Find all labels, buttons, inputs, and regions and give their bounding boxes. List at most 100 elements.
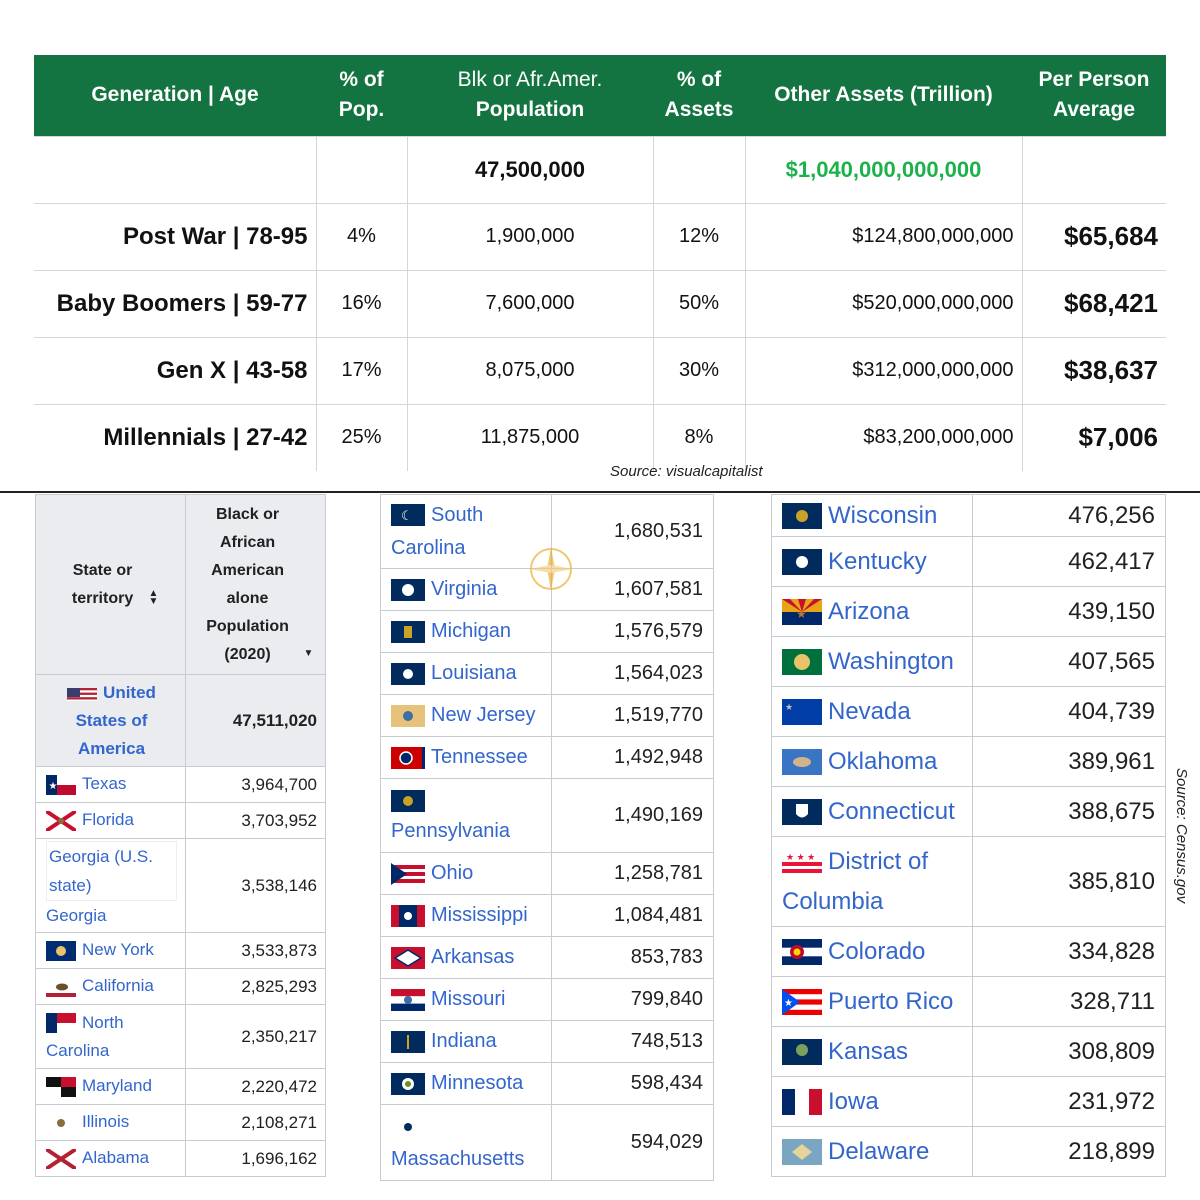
iowa-flag-icon bbox=[782, 1089, 822, 1116]
pct-pop-cell: 4% bbox=[315, 202, 407, 270]
totals-empty bbox=[1021, 135, 1166, 203]
table-row: ★ ★ ★ District of Columbia 385,810 bbox=[771, 836, 1166, 927]
state-link[interactable]: Minnesota bbox=[431, 1072, 524, 1094]
value-cell: 328,711 bbox=[972, 976, 1166, 1027]
state-link[interactable]: New Jersey bbox=[431, 704, 536, 726]
state-link[interactable]: Virginia bbox=[431, 578, 498, 600]
state-cell: ★ ★ ★ District of Columbia bbox=[771, 836, 973, 927]
state-link[interactable]: Florida bbox=[82, 810, 134, 830]
state-link[interactable]: Louisiana bbox=[431, 662, 517, 684]
state-link[interactable]: Arizona bbox=[828, 597, 910, 625]
state-link[interactable]: Texas bbox=[82, 774, 127, 794]
source-census: Source: Census.gov bbox=[1166, 768, 1196, 908]
state-link[interactable]: Pennsylvania bbox=[391, 819, 510, 842]
sort-both-icon[interactable]: ▲ ▼ bbox=[148, 588, 159, 608]
colorado-flag-icon bbox=[782, 939, 822, 966]
state-link[interactable]: Arkansas bbox=[431, 946, 515, 968]
header-assets: Other Assets (Trillion) bbox=[745, 55, 1022, 136]
california-flag-icon bbox=[46, 976, 76, 997]
state-link[interactable]: Kansas bbox=[828, 1037, 909, 1065]
state-cell: Kansas bbox=[771, 1026, 973, 1077]
state-link[interactable]: Missouri bbox=[431, 988, 506, 1010]
totals-assets: $1,040,000,000,000 bbox=[744, 135, 1022, 203]
state-link[interactable]: Mississippi bbox=[431, 904, 528, 926]
header-population-line1: Blk or Afr.Amer. bbox=[457, 68, 603, 92]
state-cell: North Carolina bbox=[35, 1004, 186, 1069]
table-row: ☾ South Carolina 1,680,531 bbox=[380, 494, 714, 569]
state-link[interactable]: Colorado bbox=[828, 937, 926, 965]
state-link[interactable]: New York bbox=[82, 940, 154, 960]
pennsylvania-flag-icon bbox=[391, 790, 425, 813]
kentucky-flag-icon bbox=[782, 549, 822, 576]
state-link[interactable]: Washington bbox=[828, 647, 954, 675]
state-link[interactable]: Illinois bbox=[82, 1112, 130, 1132]
puerto-rico-flag-icon: ★ bbox=[782, 989, 822, 1016]
state-link[interactable]: Georgia bbox=[46, 906, 107, 925]
value-cell: 439,150 bbox=[972, 586, 1166, 637]
value-cell: 2,350,217 bbox=[185, 1004, 326, 1069]
table-row: Baby Boomers | 59-77 16% 7,600,000 50% $… bbox=[34, 269, 1166, 337]
state-link[interactable]: Oklahoma bbox=[828, 747, 938, 775]
state-link[interactable]: Tennessee bbox=[431, 746, 528, 768]
header-state-or-territory[interactable]: State or territory ▲ ▼ bbox=[35, 494, 186, 675]
state-link[interactable]: Ohio bbox=[431, 862, 474, 884]
state-link[interactable]: Iowa bbox=[828, 1087, 879, 1115]
header-population-2020[interactable]: Black or African American alone Populati… bbox=[185, 494, 326, 675]
connecticut-flag-icon bbox=[782, 799, 822, 826]
state-link[interactable]: California bbox=[82, 976, 154, 996]
state-link[interactable]: Wisconsin bbox=[828, 501, 938, 529]
state-link[interactable]: Connecticut bbox=[828, 797, 955, 825]
header-pct-pop: % of Pop. bbox=[316, 55, 407, 136]
value-cell: 1,519,770 bbox=[551, 694, 714, 737]
table-row: Connecticut 388,675 bbox=[771, 786, 1166, 837]
state-link[interactable]: Maryland bbox=[82, 1076, 152, 1096]
state-link[interactable]: Michigan bbox=[431, 620, 512, 642]
state-cell: Illinois bbox=[35, 1104, 186, 1141]
value-cell: 3,538,146 bbox=[185, 838, 326, 933]
indiana-flag-icon bbox=[391, 1030, 425, 1053]
sort-down-icon[interactable]: ▼ bbox=[303, 648, 314, 660]
us-link[interactable]: United States of America bbox=[75, 682, 156, 758]
wisconsin-flag-icon bbox=[782, 503, 822, 530]
state-link[interactable]: South Carolina bbox=[391, 503, 484, 559]
value-cell: 334,828 bbox=[972, 926, 1166, 977]
state-link[interactable]: District of Columbia bbox=[782, 847, 929, 915]
north-carolina-flag-icon bbox=[46, 1013, 76, 1034]
michigan-flag-icon bbox=[391, 620, 425, 643]
table-row: Post War | 78-95 4% 1,900,000 12% $124,8… bbox=[34, 202, 1166, 270]
state-link[interactable]: Indiana bbox=[431, 1030, 497, 1052]
header-state-label: State or territory bbox=[71, 561, 134, 607]
us-value-cell: 47,511,020 bbox=[185, 674, 326, 767]
state-link[interactable]: Delaware bbox=[828, 1137, 930, 1165]
state-link[interactable]: North Carolina bbox=[46, 1012, 124, 1060]
state-link[interactable]: Alabama bbox=[82, 1148, 150, 1168]
louisiana-flag-icon bbox=[391, 662, 425, 685]
assets-cell: $312,000,000,000 bbox=[744, 336, 1022, 404]
assets-cell: $124,800,000,000 bbox=[744, 202, 1022, 270]
state-cell: Missouri bbox=[380, 978, 552, 1021]
table-row: Massachusetts 594,029 bbox=[380, 1104, 714, 1181]
table-row: Virginia 1,607,581 bbox=[380, 568, 714, 611]
table-row: California 2,825,293 bbox=[35, 968, 326, 1005]
value-cell: 799,840 bbox=[551, 978, 714, 1021]
table-row: Illinois 2,108,271 bbox=[35, 1104, 326, 1141]
nevada-flag-icon: ★ bbox=[782, 699, 822, 726]
generation-cell: Gen X | 43-58 bbox=[34, 336, 316, 404]
maryland-flag-icon bbox=[46, 1076, 76, 1097]
state-link[interactable]: Puerto Rico bbox=[828, 987, 954, 1015]
table-row: Minnesota 598,434 bbox=[380, 1062, 714, 1105]
mississippi-flag-icon bbox=[391, 904, 425, 927]
table-row: New York 3,533,873 bbox=[35, 932, 326, 969]
table-row: ★ Texas 3,964,700 bbox=[35, 766, 326, 803]
value-cell: 1,490,169 bbox=[551, 778, 714, 853]
state-link[interactable]: Kentucky bbox=[828, 547, 927, 575]
state-link[interactable]: Massachusetts bbox=[391, 1147, 525, 1170]
state-cell: Alabama bbox=[35, 1140, 186, 1177]
value-cell: 231,972 bbox=[972, 1076, 1166, 1127]
generation-assets-table: Generation | Age % of Pop. Blk or Afr.Am… bbox=[34, 55, 1166, 471]
table-row: Michigan 1,576,579 bbox=[380, 610, 714, 653]
pct-pop-cell: 17% bbox=[315, 336, 407, 404]
state-link[interactable]: Nevada bbox=[828, 697, 911, 725]
population-cell: 7,600,000 bbox=[406, 269, 653, 337]
pct-assets-cell: 50% bbox=[652, 269, 745, 337]
